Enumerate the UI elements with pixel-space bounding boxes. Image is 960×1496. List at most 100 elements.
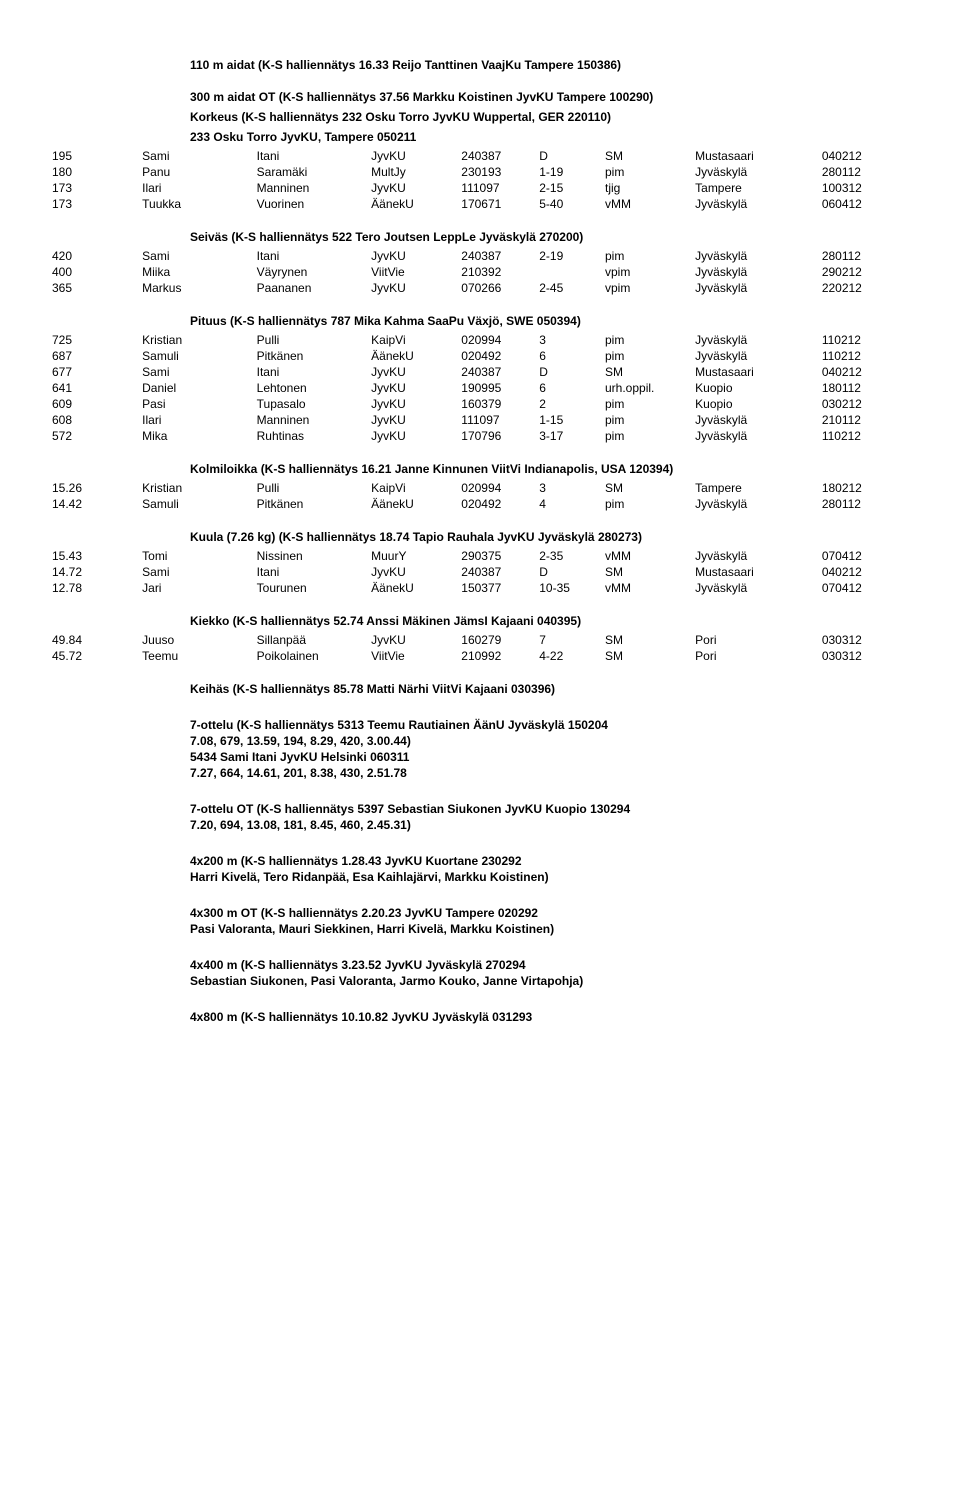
table-row: 687SamuliPitkänenÄänekU0204926pimJyväsky… [50,348,910,364]
table-cell: ÄänekU [369,196,459,212]
table-cell: 110212 [820,332,910,348]
table-cell: 280112 [820,164,910,180]
table-cell: 240387 [459,248,537,264]
table-cell: Sami [140,148,255,164]
table-cell: Kristian [140,332,255,348]
table-cell: pim [603,412,693,428]
result-table: 420SamiItaniJyvKU2403872-19pimJyväskylä2… [50,248,910,296]
table-cell: Jyväskylä [693,548,820,564]
table-cell: 070412 [820,548,910,564]
table-cell: Kristian [140,480,255,496]
table-cell: Mustasaari [693,148,820,164]
table-cell: JyvKU [369,380,459,396]
result-table: 195SamiItaniJyvKU240387DSMMustasaari0402… [50,148,910,212]
table-row: 420SamiItaniJyvKU2403872-19pimJyväskylä2… [50,248,910,264]
text-block: 4x200 m (K-S halliennätys 1.28.43 JyvKU … [50,854,910,884]
table-cell: JyvKU [369,148,459,164]
table-cell: 173 [50,196,140,212]
table-cell: 160279 [459,632,537,648]
table-cell: Pitkänen [255,496,370,512]
table-row: 677SamiItaniJyvKU240387DSMMustasaari0402… [50,364,910,380]
table-cell: 190995 [459,380,537,396]
table-cell: MuurY [369,548,459,564]
table-cell: 020492 [459,348,537,364]
table-cell: pim [603,428,693,444]
table-cell: 280112 [820,248,910,264]
table-cell: 020994 [459,332,537,348]
text-line: Pasi Valoranta, Mauri Siekkinen, Harri K… [190,922,910,936]
table-cell: 180212 [820,480,910,496]
table-cell: Jyväskylä [693,196,820,212]
table-cell: pim [603,248,693,264]
section-title: Seiväs (K-S halliennätys 522 Tero Joutse… [190,230,910,244]
table-cell: 110212 [820,348,910,364]
table-cell: 070266 [459,280,537,296]
table-cell: 020994 [459,480,537,496]
table-row: 14.42SamuliPitkänenÄänekU0204924pimJyväs… [50,496,910,512]
table-cell: vpim [603,280,693,296]
table-cell: 240387 [459,148,537,164]
table-cell: 220212 [820,280,910,296]
table-cell: Paananen [255,280,370,296]
table-cell: Kuopio [693,380,820,396]
text-line: 4x800 m (K-S halliennätys 10.10.82 JyvKU… [190,1010,910,1024]
table-cell: Lehtonen [255,380,370,396]
table-cell: 609 [50,396,140,412]
table-cell: D [537,148,603,164]
table-cell: 290212 [820,264,910,280]
table-cell: 030312 [820,648,910,664]
table-row: 365MarkusPaananenJyvKU0702662-45vpimJyvä… [50,280,910,296]
text-block: 4x300 m OT (K-S halliennätys 2.20.23 Jyv… [50,906,910,936]
table-row: 15.43TomiNissinenMuurY2903752-35vMMJyväs… [50,548,910,564]
table-row: 173TuukkaVuorinenÄänekU1706715-40vMMJyvä… [50,196,910,212]
table-cell: pim [603,164,693,180]
table-cell: SM [603,564,693,580]
section-title: Kiekko (K-S halliennätys 52.74 Anssi Mäk… [190,614,910,628]
table-cell: Mustasaari [693,564,820,580]
table-cell: Pasi [140,396,255,412]
table-cell: 040212 [820,564,910,580]
table-cell: 1-15 [537,412,603,428]
text-line: 7.08, 679, 13.59, 194, 8.29, 420, 3.00.4… [190,734,910,748]
table-cell: 608 [50,412,140,428]
table-cell: Jyväskylä [693,348,820,364]
table-cell: Sillanpää [255,632,370,648]
table-cell: 3 [537,332,603,348]
table-cell: Juuso [140,632,255,648]
table-cell: Markus [140,280,255,296]
table-cell: Pori [693,648,820,664]
table-cell: Vuorinen [255,196,370,212]
table-cell: tjig [603,180,693,196]
table-cell: Tupasalo [255,396,370,412]
section-title: 110 m aidat (K-S halliennätys 16.33 Reij… [190,58,910,72]
table-cell: 1-19 [537,164,603,180]
section-title: Kolmiloikka (K-S halliennätys 16.21 Jann… [190,462,910,476]
text-line: 7-ottelu (K-S halliennätys 5313 Teemu Ra… [190,718,910,732]
table-cell: 687 [50,348,140,364]
table-cell: 040212 [820,364,910,380]
table-cell: Ilari [140,412,255,428]
table-cell: SM [603,632,693,648]
table-cell: 160379 [459,396,537,412]
table-cell: pim [603,332,693,348]
table-cell: 2-35 [537,548,603,564]
table-row: 14.72SamiItaniJyvKU240387DSMMustasaari04… [50,564,910,580]
text-line: 4x400 m (K-S halliennätys 3.23.52 JyvKU … [190,958,910,972]
table-cell: Panu [140,164,255,180]
table-cell: Itani [255,148,370,164]
table-cell: JyvKU [369,412,459,428]
table-cell: 6 [537,380,603,396]
table-cell: Pulli [255,332,370,348]
table-cell: 420 [50,248,140,264]
table-cell: Tampere [693,180,820,196]
table-cell: Poikolainen [255,648,370,664]
table-cell: 677 [50,364,140,380]
table-cell: urh.oppil. [603,380,693,396]
table-cell: 180 [50,164,140,180]
table-cell: 070412 [820,580,910,596]
table-cell: 173 [50,180,140,196]
table-cell: 060412 [820,196,910,212]
table-cell: 365 [50,280,140,296]
table-cell: 45.72 [50,648,140,664]
table-cell: vMM [603,580,693,596]
